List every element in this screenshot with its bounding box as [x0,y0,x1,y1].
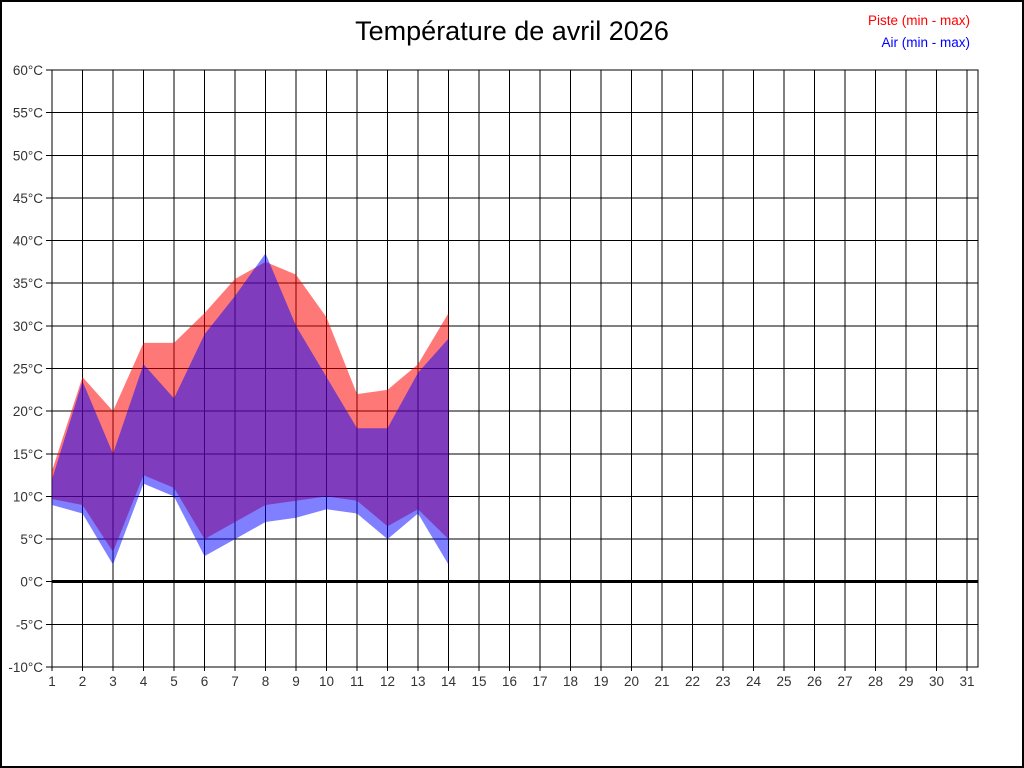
x-tick-label: 25 [776,674,791,689]
y-tick-label: -10°C [8,660,43,675]
y-tick-label: 0°C [20,575,43,590]
x-tick-label: 19 [593,674,608,689]
y-tick-label: 45°C [13,191,43,206]
x-tick-label: 9 [292,674,300,689]
x-tick-label: 27 [837,674,852,689]
legend-item-air: Air (min - max) [881,35,971,50]
air-band [52,253,449,565]
y-tick-label: 10°C [13,489,43,504]
x-tick-label: 24 [746,674,762,689]
x-tick-label: 22 [685,674,700,689]
y-tick-label: 60°C [13,63,43,78]
y-axis-labels: 60°C 55°C 50°C 45°C 40°C 35°C 30°C 25°C 20°C 15°C… [8,63,43,675]
x-axis-labels: 1 2 3 4 5 6 7 8 9 10 11 12 13 14 15 16 17 18 19 20 21 22 23 24 2… [48,674,974,689]
x-tick-label: 29 [898,674,913,689]
y-tick-label: 35°C [13,276,43,291]
x-tick-label: 7 [231,674,239,689]
x-tick-label: 18 [563,674,578,689]
x-tick-label: 13 [410,674,425,689]
y-tick-label: 30°C [13,319,43,334]
x-tick-label: 14 [441,674,457,689]
x-tick-label: 23 [715,674,730,689]
x-tick-label: 3 [109,674,117,689]
x-tick-label: 20 [624,674,639,689]
x-tick-label: 5 [170,674,178,689]
y-tick-label: 55°C [13,106,43,121]
x-tick-label: 26 [807,674,822,689]
legend: Piste (min - max) Air (min - max) [868,10,970,54]
x-tick-label: 11 [350,674,364,689]
x-tick-label: 17 [532,674,547,689]
y-tick-label: -5°C [16,617,43,632]
y-tick-label: 20°C [13,404,43,419]
y-tick-label: 15°C [13,447,43,462]
legend-item-piste: Piste (min - max) [867,13,970,28]
x-tick-label: 30 [929,674,944,689]
y-tick-label: 5°C [20,532,43,547]
plot-frame [51,69,979,668]
x-tick-label: 28 [868,674,883,689]
axis-ticks [46,69,968,671]
x-tick-label: 16 [502,674,517,689]
x-tick-label: 10 [319,674,334,689]
x-tick-label: 15 [471,674,486,689]
x-tick-label: 21 [654,674,669,689]
x-tick-label: 12 [380,674,395,689]
x-tick-label: 6 [201,674,209,689]
x-tick-label: 31 [959,674,974,689]
x-tick-label: 1 [48,674,56,689]
y-tick-label: 40°C [13,234,43,249]
x-tick-label: 2 [79,674,87,689]
y-tick-label: 50°C [13,148,43,163]
x-tick-label: 8 [262,674,270,689]
x-tick-label: 4 [140,674,148,689]
y-tick-label: 25°C [13,362,43,377]
chart-title: Température de avril 2026 [355,16,669,46]
